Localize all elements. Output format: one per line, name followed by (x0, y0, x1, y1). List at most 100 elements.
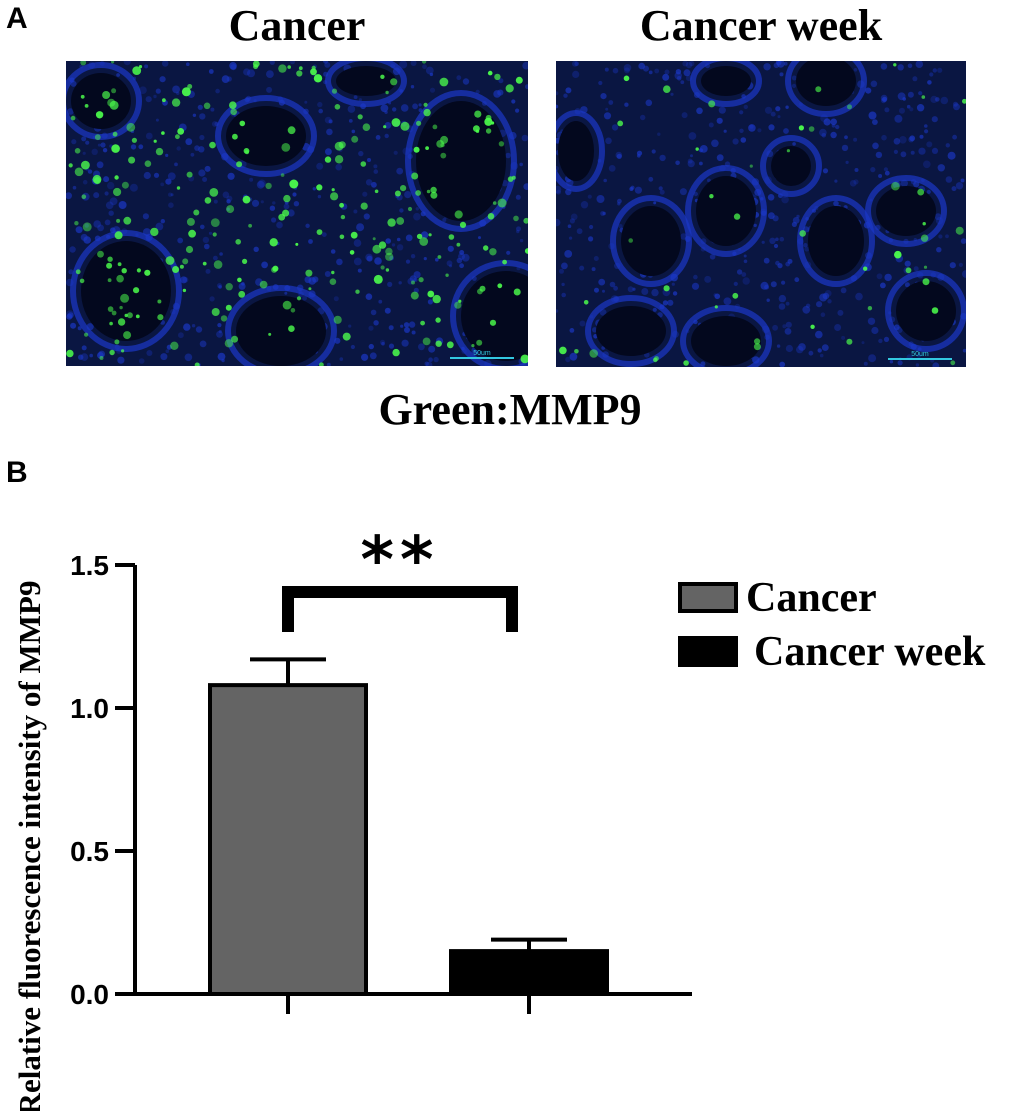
nucleus (913, 181, 920, 188)
nucleus (924, 124, 928, 128)
nucleus (210, 107, 215, 112)
nucleus (556, 91, 559, 96)
nucleus (693, 274, 698, 280)
nucleus (204, 243, 210, 250)
nucleus (688, 132, 697, 140)
mmp9-stained-cell (243, 148, 250, 154)
nucleus (251, 199, 260, 207)
nucleus (353, 95, 358, 100)
nucleus (570, 213, 578, 221)
nucleus (167, 172, 176, 181)
nucleus (321, 232, 327, 238)
nucleus (821, 133, 827, 138)
mmp9-stained-cell (213, 260, 223, 269)
nucleus (155, 88, 161, 94)
mmp9-stained-cell (157, 314, 164, 321)
nucleus (82, 151, 86, 155)
crypt-rim (405, 90, 517, 232)
nucleus (743, 254, 747, 258)
nucleus (145, 96, 152, 103)
nucleus (415, 207, 419, 211)
nucleus (685, 61, 693, 69)
mmp9-stained-cell (422, 337, 431, 346)
mmp9-stained-cell (891, 181, 900, 191)
mmp9-stained-cell (863, 266, 868, 271)
nucleus (266, 70, 274, 78)
nucleus (783, 128, 789, 134)
nucleus (699, 161, 703, 166)
nucleus (768, 212, 775, 220)
nucleus (603, 178, 607, 183)
crypt-rim (585, 295, 677, 367)
mmp9-stained-cell (498, 141, 505, 147)
nucleus (798, 343, 806, 351)
mmp9-stained-cell (372, 237, 376, 241)
nucleus (636, 150, 643, 156)
nucleus (353, 257, 362, 266)
nucleus (601, 346, 606, 350)
nucleus (796, 214, 800, 219)
nucleus (883, 336, 890, 342)
image-title-cancer: Cancer (228, 1, 366, 50)
nucleus (139, 86, 147, 94)
nucleus (580, 201, 589, 209)
nucleus (740, 137, 747, 143)
nucleus (168, 202, 174, 208)
mmp9-stained-cell (485, 128, 492, 134)
nucleus (878, 338, 883, 344)
mmp9-stained-cell (507, 176, 514, 182)
mmp9-stained-cell (278, 213, 286, 221)
nucleus (716, 154, 724, 162)
nucleus (217, 323, 222, 328)
mmp9-stained-cell (383, 125, 387, 129)
nucleus (221, 75, 230, 83)
nucleus (348, 119, 353, 123)
nucleus (559, 268, 564, 274)
nucleus (407, 278, 415, 285)
nucleus (516, 226, 521, 232)
nucleus (602, 289, 605, 293)
mmp9-stained-cell (333, 315, 342, 324)
mmp9-stained-cell (109, 349, 115, 356)
crypt-lumen (81, 241, 171, 341)
mmp9-stained-cell (82, 222, 92, 232)
nucleus (627, 286, 634, 293)
mmp9-stained-cell (102, 91, 111, 99)
nucleus (85, 140, 90, 145)
nucleus (368, 343, 374, 350)
nucleus (757, 128, 762, 133)
mmp9-stained-cell (290, 308, 296, 313)
mmp9-stained-cell (491, 121, 495, 125)
nucleus (615, 151, 623, 159)
nucleus (910, 150, 915, 155)
nucleus (671, 282, 675, 286)
nucleus (572, 70, 580, 78)
micrograph-cancer-week-image: 50um (556, 61, 966, 367)
nucleus (423, 257, 427, 261)
mmp9-stained-cell (311, 65, 316, 70)
nucleus (428, 357, 433, 363)
nucleus (714, 293, 721, 300)
nucleus (523, 183, 528, 190)
mmp9-stained-cell (271, 266, 278, 273)
nucleus (72, 185, 77, 190)
mmp9-stained-cell (380, 74, 385, 79)
nucleus (424, 361, 429, 366)
mmp9-stained-cell (617, 120, 624, 127)
nucleus (802, 305, 811, 314)
mmp9-stained-cell (186, 217, 195, 226)
nucleus (763, 63, 771, 71)
mmp9-stained-cell (520, 354, 528, 364)
nucleus (283, 203, 290, 210)
crypt-lumen (691, 316, 761, 366)
nucleus (827, 299, 832, 304)
mmp9-stained-cell (316, 229, 323, 236)
nucleus (894, 181, 899, 186)
nucleus (260, 200, 264, 204)
mmp9-stained-cell (179, 264, 184, 269)
mmp9-stained-cell (182, 258, 189, 265)
mmp9-stained-cell (182, 288, 187, 293)
legend-label: Cancer (746, 575, 877, 621)
nucleus (103, 176, 110, 183)
nucleus (841, 335, 846, 340)
